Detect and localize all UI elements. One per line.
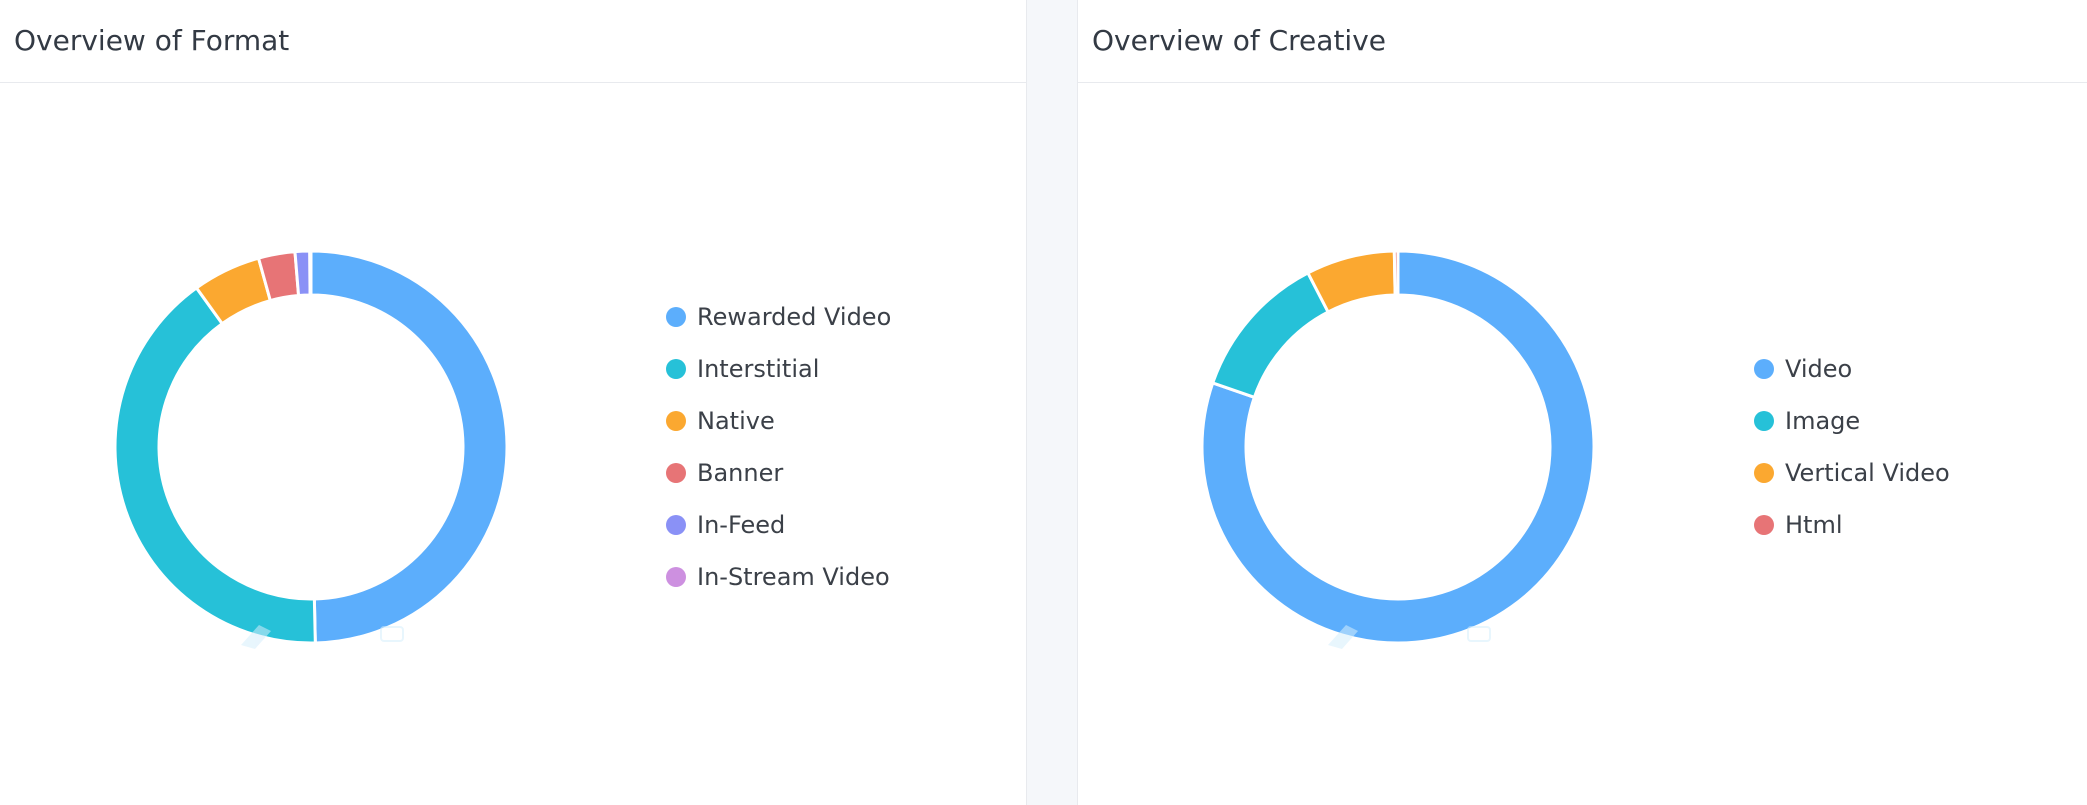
legend-label: Banner	[697, 459, 784, 487]
creative-slice-image[interactable]	[1210, 270, 1331, 400]
legend-item-html[interactable]: Html	[1754, 499, 1950, 551]
legend-label: Vertical Video	[1785, 459, 1950, 487]
legend-marker	[666, 307, 686, 327]
legend-label: Interstitial	[697, 355, 820, 383]
legend-label: Native	[697, 407, 775, 435]
creative-slice-html[interactable]	[1392, 249, 1400, 297]
legend-marker	[666, 463, 686, 483]
legend-marker	[666, 411, 686, 431]
legend-item-in-feed[interactable]: In-Feed	[666, 499, 891, 551]
legend-label: In-Stream Video	[697, 563, 890, 591]
format-slice-interstitial[interactable]	[113, 285, 317, 645]
creative-slice-video[interactable]	[1200, 249, 1596, 645]
legend-label: Video	[1785, 355, 1853, 383]
legend-marker	[1754, 411, 1774, 431]
legend-item-rewarded-video[interactable]: Rewarded Video	[666, 291, 891, 343]
format-panel: Overview of Format Rewarded Video Interst…	[0, 0, 1027, 805]
format-slice-in-feed[interactable]	[293, 249, 312, 298]
legend-item-image[interactable]: Image	[1754, 395, 1950, 447]
creative-panel: Overview of Creative Video Image Vertical …	[1077, 0, 2087, 805]
creative-donut-chart	[1200, 249, 1596, 649]
format-slice-in-stream-video[interactable]	[308, 249, 313, 297]
legend-marker	[1754, 463, 1774, 483]
legend-label: In-Feed	[697, 511, 786, 539]
format-legend: Rewarded Video Interstitial Native Banner In…	[666, 291, 891, 603]
format-panel-title: Overview of Format	[14, 24, 290, 57]
creative-panel-title: Overview of Creative	[1092, 24, 1386, 57]
legend-marker	[666, 359, 686, 379]
creative-panel-header: Overview of Creative	[1078, 0, 2087, 83]
legend-item-in-stream-video[interactable]: In-Stream Video	[666, 551, 891, 603]
legend-label: Rewarded Video	[697, 303, 892, 331]
legend-item-interstitial[interactable]: Interstitial	[666, 343, 891, 395]
format-slice-rewarded-video[interactable]	[309, 249, 509, 645]
legend-item-banner[interactable]: Banner	[666, 447, 891, 499]
legend-item-vertical-video[interactable]: Vertical Video	[1754, 447, 1950, 499]
format-donut-chart	[113, 249, 509, 649]
legend-marker	[1754, 359, 1774, 379]
creative-legend: Video Image Vertical Video Html	[1754, 343, 1950, 551]
legend-marker	[1754, 515, 1774, 535]
legend-label: Image	[1785, 407, 1861, 435]
format-watermark-icon	[241, 625, 404, 649]
legend-item-video[interactable]: Video	[1754, 343, 1950, 395]
legend-marker	[666, 515, 686, 535]
creative-watermark-icon	[1328, 625, 1491, 649]
legend-item-native[interactable]: Native	[666, 395, 891, 447]
legend-marker	[666, 567, 686, 587]
legend-label: Html	[1785, 511, 1843, 539]
format-panel-header: Overview of Format	[0, 0, 1026, 83]
